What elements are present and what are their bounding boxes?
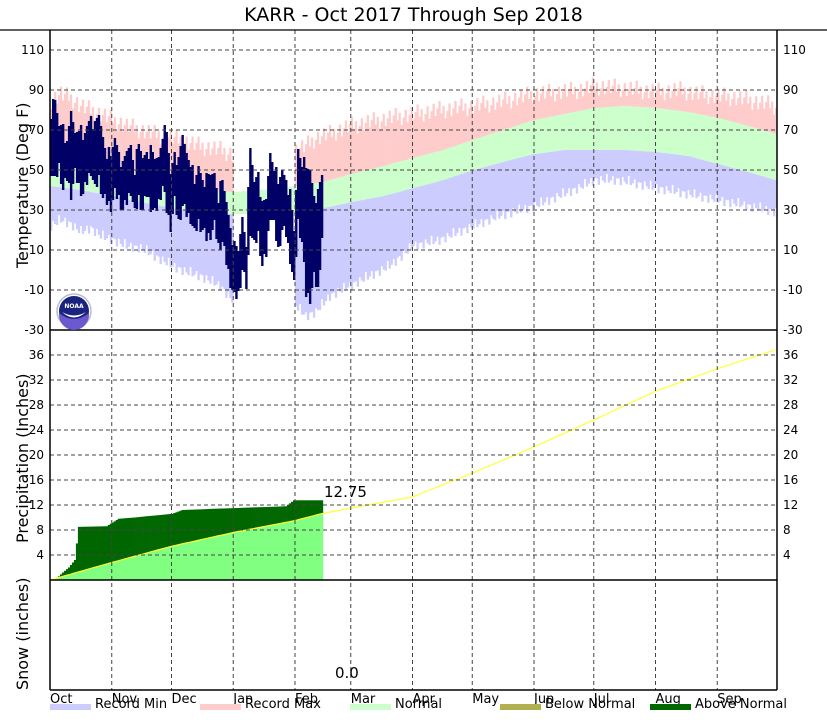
svg-text:12: 12 [29,498,44,512]
svg-text:20: 20 [29,448,44,462]
svg-text:24: 24 [29,423,44,437]
grid-lines [50,30,777,690]
svg-text:Sep: Sep [717,692,742,707]
svg-text:90: 90 [783,83,798,97]
snow-axis-label: Snow (inches) [13,577,32,690]
plot-frames [0,29,827,691]
legend-swatch-below-normal [500,703,541,710]
legend-record-max: Record Max [200,697,321,712]
svg-text:Nov: Nov [112,692,138,707]
snow-total-annotation: 0.0 [335,664,359,682]
svg-text:Aug: Aug [656,692,681,707]
legend-swatch-normal [350,703,391,710]
legend-label: Record Min [95,697,168,712]
svg-text:8: 8 [36,523,44,537]
svg-text:8: 8 [783,523,791,537]
svg-text:90: 90 [29,83,44,97]
svg-text:Jan: Jan [232,692,253,707]
axis-ticks: 110 110 90 90 70 70 50 50 30 30 10 10 -10 -10 -30 -30 36… [21,43,806,707]
svg-text:Feb: Feb [295,692,318,707]
svg-text:Jul: Jul [593,692,610,707]
svg-text:Mar: Mar [351,692,376,707]
svg-text:30: 30 [783,203,798,217]
chart-title: KARR - Oct 2017 Through Sep 2018 [244,4,583,26]
legend-swatch-record-max [200,703,241,710]
svg-text:20: 20 [783,448,798,462]
legend-below-normal: Below Normal [500,697,635,712]
svg-text:Jun: Jun [533,692,554,707]
svg-text:10: 10 [29,243,44,257]
svg-text:36: 36 [29,348,44,362]
legend-label: Record Max [245,697,321,712]
temperature-axis-label: Temperature (Deg F) [13,102,32,268]
svg-text:30: 30 [29,203,44,217]
svg-text:28: 28 [29,398,44,412]
svg-text:-30: -30 [24,323,44,337]
svg-text:Oct: Oct [50,692,72,707]
svg-text:12: 12 [783,498,798,512]
noaa-logo-icon: NOAA [56,293,92,330]
svg-text:70: 70 [783,123,798,137]
svg-text:110: 110 [21,43,44,57]
svg-text:50: 50 [783,163,798,177]
precipitation-panel [49,349,776,581]
svg-text:4: 4 [36,548,44,562]
legend-record-min: Record Min [50,697,167,712]
svg-text:-30: -30 [783,323,803,337]
svg-text:16: 16 [783,473,798,487]
svg-text:24: 24 [783,423,798,437]
temperature-panel [50,77,778,320]
svg-text:32: 32 [29,373,44,387]
svg-text:-10: -10 [24,283,44,297]
svg-text:50: 50 [29,163,44,177]
svg-text:36: 36 [783,348,798,362]
legend-swatch-record-min [50,703,91,710]
svg-text:110: 110 [783,43,806,57]
legend-swatch-above-normal [650,703,691,710]
svg-text:16: 16 [29,473,44,487]
svg-text:May: May [472,692,499,707]
legend-label: Below Normal [545,697,636,712]
legend-above-normal: Above Normal [650,697,787,712]
svg-text:10: 10 [783,243,798,257]
svg-text:Apr: Apr [413,692,436,707]
svg-text:32: 32 [783,373,798,387]
legend: Record Min Record Max Normal Below Norma… [50,697,810,715]
svg-text:4: 4 [783,548,791,562]
svg-text:-10: -10 [783,283,803,297]
svg-text:28: 28 [783,398,798,412]
legend-label: Above Normal [695,697,787,712]
precipitation-axis-label: Precipitation (Inches) [13,373,32,543]
svg-text:NOAA: NOAA [64,303,84,310]
svg-text:Dec: Dec [171,692,196,707]
svg-text:70: 70 [29,123,44,137]
legend-normal: Normal [350,697,442,712]
legend-label: Normal [395,697,443,712]
precip-total-annotation: 12.75 [324,483,367,501]
